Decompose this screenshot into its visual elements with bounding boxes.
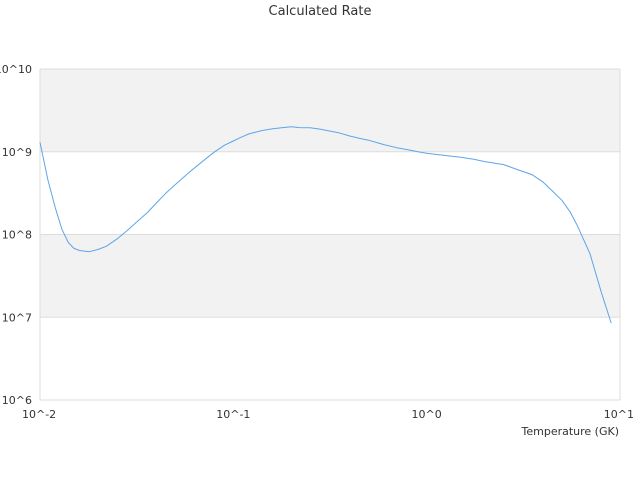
x-tick-label: 10^-2: [22, 408, 56, 421]
series-lines: [39, 126, 612, 324]
plot-band: [40, 69, 620, 152]
x-tick-label: 10^1: [604, 408, 634, 421]
y-tick-label: 10^6: [2, 394, 32, 407]
y-tick-label: 10^7: [2, 311, 32, 324]
y-tick-label: 10^8: [2, 229, 32, 242]
series-line: [39, 126, 612, 324]
y-tick-label: 10^10: [0, 63, 32, 76]
x-tick-labels: 10^-2 10^-1 10^0 10^1: [22, 408, 634, 421]
y-tick-labels: 10^6 10^7 10^8 10^9 10^10: [0, 63, 32, 407]
plot-bands: [40, 69, 620, 318]
y-tick-label: 10^9: [2, 146, 32, 159]
plot-border: [39, 69, 621, 400]
grid-lines: [40, 68, 620, 401]
x-tick-label: 10^-1: [216, 408, 250, 421]
x-tick-label: 10^0: [412, 408, 442, 421]
chart-title: Calculated Rate: [268, 4, 372, 19]
plot-band: [40, 234, 620, 318]
x-axis-label: Temperature (GK): [521, 425, 620, 438]
